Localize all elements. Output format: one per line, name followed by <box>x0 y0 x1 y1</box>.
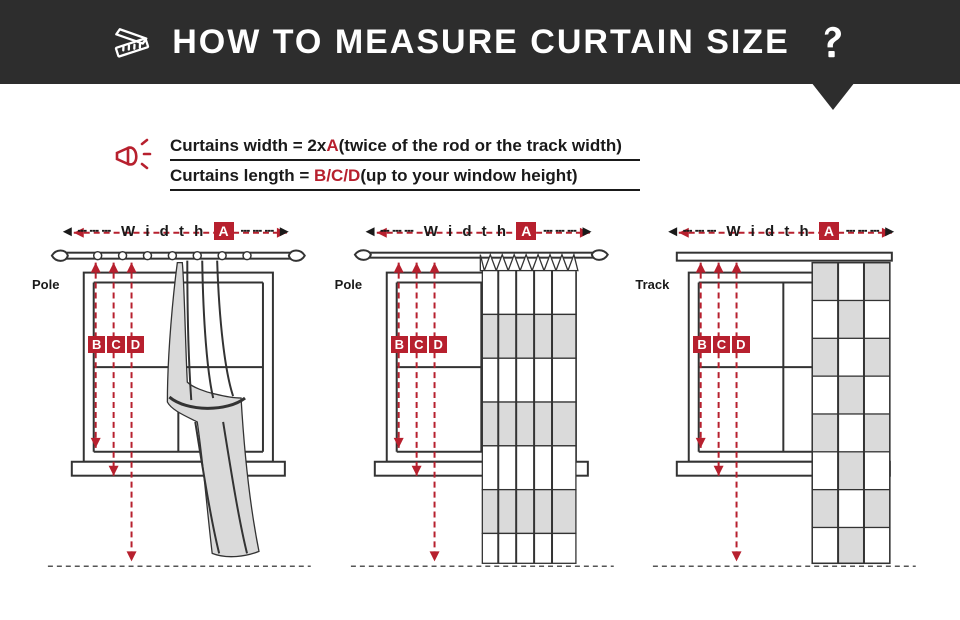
formula-block: Curtains width = 2xA(twice of the rod or… <box>112 134 960 194</box>
width-var-badge: A <box>214 222 234 240</box>
formula-width-prefix: Curtains width = 2x <box>170 136 326 155</box>
formula-length-prefix: Curtains length = <box>170 166 314 185</box>
formula-length: Curtains length = B/C/D(up to your windo… <box>170 164 640 191</box>
header-title: HOW TO MEASURE CURTAIN SIZE <box>172 23 790 62</box>
diagram-row: ◄┄┄┄ W i d t h A ┄┄┄► Pole B C D <box>0 212 960 592</box>
width-var-badge: A <box>516 222 536 240</box>
megaphone-icon <box>112 134 152 174</box>
width-label: ◄┄┄┄ W i d t h A ┄┄┄► <box>331 222 630 240</box>
mount-label: Track <box>635 277 669 292</box>
width-label: ◄┄┄┄ W i d t h A ┄┄┄► <box>28 222 327 240</box>
formula-length-var: B/C/D <box>314 166 360 185</box>
diagram-track-checker: ◄┄┄┄ W i d t h A ┄┄┄► Track B C D <box>633 222 932 592</box>
ruler-pencil-icon <box>110 20 154 64</box>
formula-width: Curtains width = 2xA(twice of the rod or… <box>170 134 640 161</box>
width-var-badge: A <box>819 222 839 240</box>
bcd-badges: B C D <box>391 336 447 353</box>
bcd-badges: B C D <box>88 336 144 353</box>
bcd-badges: B C D <box>693 336 749 353</box>
formula-width-var: A <box>326 136 338 155</box>
diagram-pole-tied: ◄┄┄┄ W i d t h A ┄┄┄► Pole B C D <box>28 222 327 592</box>
header-bar: HOW TO MEASURE CURTAIN SIZE <box>0 0 960 84</box>
width-label: ◄┄┄┄ W i d t h A ┄┄┄► <box>633 222 932 240</box>
mount-label: Pole <box>335 277 362 292</box>
formula-width-suffix: (twice of the rod or the track width) <box>339 136 622 155</box>
question-mark-icon <box>814 24 850 60</box>
header-pointer <box>811 82 855 110</box>
diagram-pole-stripe: ◄┄┄┄ W i d t h A ┄┄┄► Pole B C D <box>331 222 630 592</box>
mount-label: Pole <box>32 277 59 292</box>
formula-length-suffix: (up to your window height) <box>360 166 577 185</box>
